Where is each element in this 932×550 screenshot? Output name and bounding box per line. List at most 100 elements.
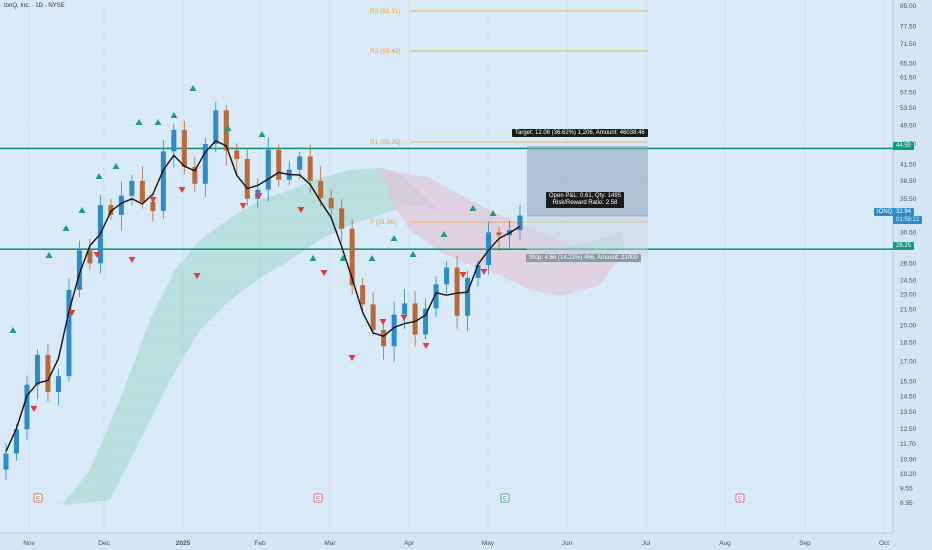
candle-body bbox=[234, 150, 240, 160]
buy-signal-marker bbox=[309, 255, 317, 261]
candle-body bbox=[349, 228, 355, 286]
candle-body bbox=[381, 329, 387, 347]
candle-body bbox=[118, 195, 124, 215]
pivot-label-r3: R3 (82.11) bbox=[370, 8, 400, 15]
sell-signal-marker bbox=[193, 273, 201, 279]
buy-signal-marker bbox=[409, 251, 417, 257]
stop-label[interactable]: Stop: 4.66 (14.21%) 466, Amount: 21000 bbox=[526, 254, 641, 262]
price-tick-label: 17.00 bbox=[900, 358, 917, 365]
price-tick-label: 85.00 bbox=[900, 3, 917, 10]
sell-signal-marker bbox=[68, 310, 76, 316]
sell-signal-marker bbox=[255, 193, 263, 199]
candle-body bbox=[475, 265, 481, 278]
trend-line bbox=[5, 140, 521, 452]
buy-signal-marker bbox=[112, 163, 120, 169]
earnings-event-marker bbox=[500, 493, 510, 503]
price-tick-label: 23.00 bbox=[900, 292, 917, 299]
price-tick-label: 26.50 bbox=[900, 260, 917, 267]
sell-signal-marker bbox=[379, 319, 387, 325]
candle-body bbox=[202, 143, 208, 184]
buy-signal-marker bbox=[469, 205, 477, 211]
price-tick-label: 38.50 bbox=[900, 178, 917, 185]
price-tick-label: 18.50 bbox=[900, 340, 917, 347]
candle-body bbox=[318, 180, 324, 199]
candle-body bbox=[433, 284, 439, 309]
sell-signal-marker bbox=[297, 207, 305, 213]
candle-body bbox=[454, 267, 460, 316]
earnings-event-marker bbox=[313, 493, 323, 503]
price-tick-label: 21.50 bbox=[900, 306, 917, 313]
buy-signal-marker bbox=[368, 255, 376, 261]
candle-body bbox=[307, 156, 313, 181]
candle-body bbox=[171, 129, 177, 152]
risk-zone bbox=[527, 216, 648, 256]
sell-signal-marker bbox=[149, 197, 157, 203]
target-label[interactable]: Target: 12.06 (36.62%) 1,206, Amount: 46… bbox=[512, 129, 648, 137]
candle-body bbox=[45, 354, 51, 392]
candle-body bbox=[192, 166, 198, 184]
candle-body bbox=[517, 215, 523, 231]
price-tick-label: 57.50 bbox=[900, 89, 917, 96]
upper-level-badge: 44.59 bbox=[893, 142, 915, 150]
candle-body bbox=[276, 149, 282, 180]
buy-signal-marker bbox=[170, 112, 178, 118]
candle-body bbox=[160, 151, 166, 211]
buy-signal-marker bbox=[154, 119, 162, 125]
buy-signal-marker bbox=[78, 207, 86, 213]
price-tick-label: 49.50 bbox=[900, 122, 917, 129]
earnings-event-marker bbox=[33, 493, 43, 503]
sell-signal-marker bbox=[239, 203, 247, 209]
sell-signal-marker bbox=[128, 257, 136, 263]
candle-body bbox=[34, 354, 40, 385]
price-tick-label: 8.95 bbox=[900, 500, 913, 507]
candle-body bbox=[486, 232, 492, 266]
price-tick-label: 10.20 bbox=[900, 471, 917, 478]
candle-body bbox=[24, 384, 30, 430]
sell-signal-marker bbox=[178, 187, 186, 193]
buy-signal-marker bbox=[189, 85, 197, 91]
buy-signal-marker bbox=[9, 327, 17, 333]
candle-body bbox=[55, 376, 61, 392]
candle-body bbox=[213, 110, 219, 144]
symbol-title: IonQ, Inc. · 1D · NYSE bbox=[4, 3, 65, 9]
earnings-event-letter: E bbox=[503, 497, 507, 503]
countdown-badge: 01:59:22 bbox=[893, 216, 923, 224]
pivot-label-r1: R1 (55.25) bbox=[370, 139, 401, 146]
earnings-event-letter: E bbox=[36, 497, 40, 503]
candle-body bbox=[412, 303, 418, 335]
candle-body bbox=[13, 429, 19, 454]
month-label: May bbox=[482, 540, 495, 547]
price-tick-label: 53.50 bbox=[900, 105, 917, 112]
sell-signal-marker bbox=[480, 269, 488, 275]
earnings-event-marker bbox=[735, 493, 745, 503]
cloud-red bbox=[380, 168, 620, 296]
price-tick-label: 15.50 bbox=[900, 379, 917, 386]
risk-reward-text: Risk/Reward Ratio: 2.58 bbox=[552, 200, 618, 206]
price-axis-panel bbox=[893, 0, 932, 533]
symbol-badge: IONQ bbox=[874, 208, 896, 216]
candle-body bbox=[139, 180, 145, 202]
candle-body bbox=[150, 201, 156, 211]
sell-signal-marker bbox=[459, 272, 467, 278]
price-tick-label: 30.50 bbox=[900, 229, 917, 236]
price-tick-label: 65.50 bbox=[900, 61, 917, 68]
pivot-label-pivot: P (31.66) bbox=[370, 219, 397, 226]
candle-body bbox=[339, 208, 345, 229]
candle-body bbox=[66, 289, 72, 377]
pnl-label[interactable]: Open P&L: 0.61, Qty: 1495 Risk/Reward Ra… bbox=[546, 192, 625, 208]
candle-body bbox=[360, 285, 366, 305]
buy-signal-marker bbox=[440, 231, 448, 237]
time-axis-panel bbox=[0, 533, 932, 550]
candle-body bbox=[370, 304, 376, 330]
candle-body bbox=[444, 267, 450, 285]
candle-body bbox=[181, 129, 187, 167]
buy-signal-marker bbox=[224, 125, 232, 131]
buy-signal-marker bbox=[45, 252, 53, 258]
lower-level-badge: 28.25 bbox=[893, 242, 915, 250]
month-label: Jul bbox=[642, 540, 651, 547]
sell-signal-marker bbox=[93, 252, 101, 258]
buy-signal-marker bbox=[339, 255, 347, 261]
sell-signal-marker bbox=[348, 355, 356, 361]
